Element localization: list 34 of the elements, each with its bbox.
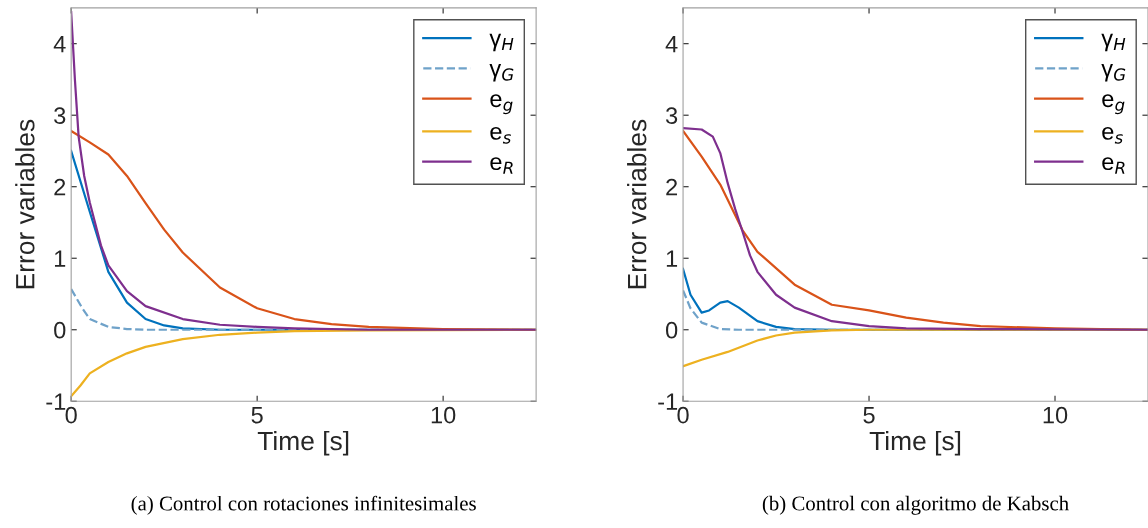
- x-axis-title: Time [s]: [257, 430, 349, 456]
- x-tick-label: 0: [65, 406, 77, 424]
- legend-label: e$_{R}$: [490, 157, 513, 174]
- text: (a) Control con rotaciones infinitesimales: [131, 495, 476, 515]
- y-axis-title: Error variables: [627, 119, 647, 289]
- x-tick-label: 10: [431, 406, 456, 424]
- y-tick-label: 4: [53, 35, 66, 53]
- y-tick-label: 0: [665, 321, 678, 339]
- x-tick-label: 5: [863, 407, 875, 424]
- y-tick-label: -1: [658, 393, 678, 410]
- y-tick-label: 3: [665, 107, 678, 124]
- legend-label: γ$_{G}$: [1101, 64, 1126, 82]
- legend-label: e$_{s}$: [1102, 126, 1123, 144]
- y-tick-label: 3: [54, 107, 66, 124]
- legend-label: γ$_{G}$: [489, 64, 514, 82]
- y-tick-label: 0: [54, 321, 66, 339]
- legend-label: γ$_{H}$: [1101, 33, 1126, 52]
- y-tick-label: 1: [54, 250, 66, 267]
- legend-label: e$_{R}$: [1102, 157, 1125, 174]
- y-tick-label: 4: [665, 35, 678, 53]
- text: (b) Control con algoritmo de Kabsch: [762, 495, 1069, 515]
- x-axis-title: Time [s]: [869, 430, 961, 456]
- y-tick-label: 2: [666, 178, 678, 196]
- legend-label: e$_{g}$: [1102, 94, 1125, 115]
- y-axis-title: Error variables: [15, 119, 35, 289]
- legend-label: e$_{s}$: [490, 126, 511, 144]
- legend-label: γ$_{H}$: [489, 33, 514, 52]
- x-tick-label: 0: [677, 406, 689, 424]
- x-tick-label: 5: [251, 407, 263, 424]
- x-tick-label: 10: [1043, 406, 1068, 424]
- y-tick-label: -1: [46, 393, 66, 410]
- y-tick-label: 1: [666, 250, 678, 267]
- legend-label: e$_{g}$: [490, 94, 513, 115]
- y-tick-label: 2: [54, 178, 66, 196]
